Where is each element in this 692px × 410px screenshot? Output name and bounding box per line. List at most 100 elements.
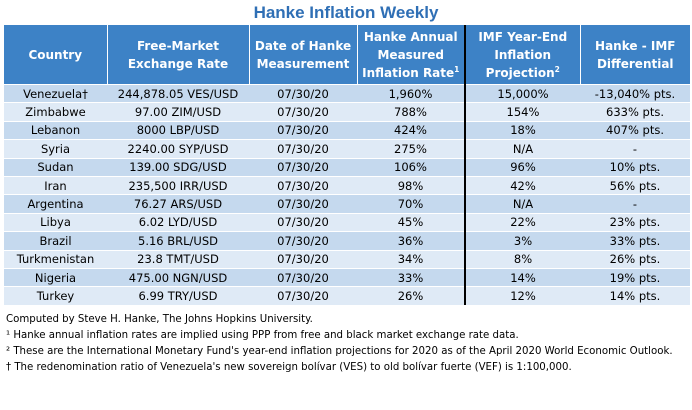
cell-exchange-rate: 6.99 TRY/USD <box>107 286 249 305</box>
cell-country: Lebanon <box>4 120 107 140</box>
footnote-marker-1: 1 <box>454 64 460 74</box>
cell-differential: 56% pts. <box>580 175 690 195</box>
cell-country: Argentina <box>4 194 107 214</box>
cell-imf-projection: 15,000% <box>465 83 580 103</box>
table-row: Zimbabwe 97.00 ZIM/USD 07/30/20 788% 154% 633… <box>4 102 690 122</box>
note-1: ¹ Hanke annual inflation rates are impli… <box>6 330 519 341</box>
cell-differential: 14% pts. <box>580 286 690 305</box>
table-row: Sudan 139.00 SDG/USD 07/30/20 106% 96% 10% pt… <box>4 157 690 177</box>
cell-differential: 10% pts. <box>580 157 690 177</box>
cell-country: Sudan <box>4 157 107 177</box>
header-exchange-rate: Free-Market Exchange Rate <box>107 25 250 85</box>
cell-measurement-date: 07/30/20 <box>249 231 357 251</box>
cell-country: Libya <box>4 212 107 232</box>
cell-country: Iran <box>4 175 107 195</box>
note-computed: Computed by Steve H. Hanke, The Johns Ho… <box>6 314 313 325</box>
cell-exchange-rate: 475.00 NGN/USD <box>107 267 249 287</box>
cell-measurement-date: 07/30/20 <box>249 175 357 195</box>
cell-differential: - <box>580 139 690 159</box>
header-imf-projection: IMF Year-End Inflation Projection2 <box>465 25 581 85</box>
footnote-marker-2: 2 <box>554 64 560 74</box>
cell-hanke-rate: 36% <box>357 231 466 251</box>
table-row: Iran 235,500 IRR/USD 07/30/20 98% 42% 56% pts… <box>4 175 690 195</box>
cell-measurement-date: 07/30/20 <box>249 194 357 214</box>
cell-exchange-rate: 6.02 LYD/USD <box>107 212 249 232</box>
cell-imf-projection: 3% <box>465 231 580 251</box>
cell-imf-projection: 154% <box>465 102 580 122</box>
table-row: Venezuela† 244,878.05 VES/USD 07/30/20 1,96… <box>4 83 690 103</box>
header-hanke-rate: Hanke Annual Measured Inflation Rate1 <box>357 25 466 85</box>
cell-measurement-date: 07/30/20 <box>249 83 357 103</box>
cell-measurement-date: 07/30/20 <box>249 139 357 159</box>
table-body: Venezuela† 244,878.05 VES/USD 07/30/20 1,96… <box>4 83 690 305</box>
cell-exchange-rate: 97.00 ZIM/USD <box>107 102 249 122</box>
table-row: Argentina 76.27 ARS/USD 07/30/20 70% N/A - <box>4 194 690 214</box>
cell-exchange-rate: 235,500 IRR/USD <box>107 175 249 195</box>
table-header-row: Country Free-Market Exchange Rate Date o… <box>4 25 690 85</box>
inflation-table: Country Free-Market Exchange Rate Date o… <box>4 25 690 305</box>
cell-measurement-date: 07/30/20 <box>249 102 357 122</box>
cell-exchange-rate: 8000 LBP/USD <box>107 120 249 140</box>
cell-hanke-rate: 1,960% <box>357 83 466 103</box>
cell-differential: 23% pts. <box>580 212 690 232</box>
cell-country: Turkey <box>4 286 107 305</box>
cell-exchange-rate: 139.00 SDG/USD <box>107 157 249 177</box>
cell-country: Brazil <box>4 231 107 251</box>
cell-imf-projection: 12% <box>465 286 580 305</box>
cell-hanke-rate: 70% <box>357 194 466 214</box>
cell-differential: -13,040% pts. <box>580 83 690 103</box>
cell-hanke-rate: 34% <box>357 249 466 269</box>
cell-hanke-rate: 106% <box>357 157 466 177</box>
cell-hanke-rate: 33% <box>357 267 466 287</box>
cell-measurement-date: 07/30/20 <box>249 249 357 269</box>
table-row: Turkey 6.99 TRY/USD 07/30/20 26% 12% 14% pts. <box>4 286 690 305</box>
cell-differential: 19% pts. <box>580 267 690 287</box>
cell-measurement-date: 07/30/20 <box>249 157 357 177</box>
cell-measurement-date: 07/30/20 <box>249 286 357 305</box>
cell-differential: 33% pts. <box>580 231 690 251</box>
cell-exchange-rate: 76.27 ARS/USD <box>107 194 249 214</box>
table-row: Nigeria 475.00 NGN/USD 07/30/20 33% 14% 19% p… <box>4 267 690 287</box>
cell-imf-projection: 14% <box>465 267 580 287</box>
cell-differential: 633% pts. <box>580 102 690 122</box>
cell-imf-projection: 96% <box>465 157 580 177</box>
cell-country: Syria <box>4 139 107 159</box>
cell-imf-projection: 42% <box>465 175 580 195</box>
cell-imf-projection: 8% <box>465 249 580 269</box>
header-measurement-date: Date of Hanke Measurement <box>249 25 358 85</box>
cell-hanke-rate: 424% <box>357 120 466 140</box>
cell-exchange-rate: 2240.00 SYP/USD <box>107 139 249 159</box>
cell-imf-projection: 22% <box>465 212 580 232</box>
cell-hanke-rate: 788% <box>357 102 466 122</box>
cell-country: Zimbabwe <box>4 102 107 122</box>
cell-country: Turkmenistan <box>4 249 107 269</box>
cell-measurement-date: 07/30/20 <box>249 120 357 140</box>
header-differential: Hanke - IMF Differential <box>580 25 690 85</box>
footnotes: Computed by Steve H. Hanke, The Johns Ho… <box>6 312 690 376</box>
cell-measurement-date: 07/30/20 <box>249 212 357 232</box>
cell-exchange-rate: 244,878.05 VES/USD <box>107 83 249 103</box>
cell-exchange-rate: 23.8 TMT/USD <box>107 249 249 269</box>
cell-imf-projection: N/A <box>465 194 580 214</box>
table-row: Syria 2240.00 SYP/USD 07/30/20 275% N/A - <box>4 139 690 159</box>
table-row: Turkmenistan 23.8 TMT/USD 07/30/20 34% 8% 26%… <box>4 249 690 269</box>
cell-country: Nigeria <box>4 267 107 287</box>
cell-differential: 26% pts. <box>580 249 690 269</box>
cell-exchange-rate: 5.16 BRL/USD <box>107 231 249 251</box>
cell-hanke-rate: 98% <box>357 175 466 195</box>
cell-differential: - <box>580 194 690 214</box>
page-title: Hanke Inflation Weekly <box>253 3 439 22</box>
cell-hanke-rate: 275% <box>357 139 466 159</box>
header-country: Country <box>4 25 108 85</box>
cell-country: Venezuela† <box>4 83 107 103</box>
note-3: † The redenomination ratio of Venezuela'… <box>6 362 572 373</box>
cell-hanke-rate: 26% <box>357 286 466 305</box>
cell-imf-projection: N/A <box>465 139 580 159</box>
cell-imf-projection: 18% <box>465 120 580 140</box>
table-row: Brazil 5.16 BRL/USD 07/30/20 36% 3% 33% pts. <box>4 231 690 251</box>
note-2: ² These are the International Monetary F… <box>6 346 673 357</box>
table-row: Libya 6.02 LYD/USD 07/30/20 45% 22% 23% pts. <box>4 212 690 232</box>
cell-measurement-date: 07/30/20 <box>249 267 357 287</box>
cell-hanke-rate: 45% <box>357 212 466 232</box>
table-row: Lebanon 8000 LBP/USD 07/30/20 424% 18% 407% p… <box>4 120 690 140</box>
